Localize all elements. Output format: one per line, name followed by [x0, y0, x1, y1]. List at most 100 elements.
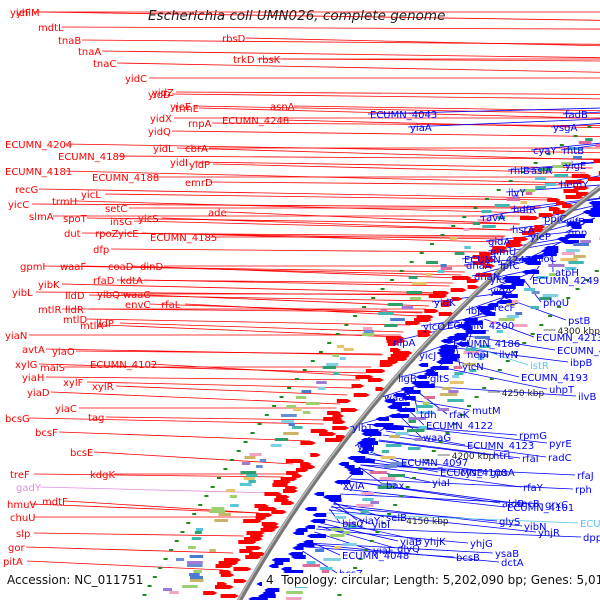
gene-label-left: yiaD [27, 388, 50, 399]
minus-strand-feature [233, 579, 248, 583]
minus-strand-feature [571, 174, 592, 178]
cog-band [389, 435, 401, 438]
connector-left [208, 181, 570, 186]
gene-label-right: yibI [372, 520, 390, 531]
cog-band [380, 309, 388, 312]
gene-label-left: kdgK [90, 470, 115, 481]
plus-strand-feature [268, 564, 279, 568]
connector-right [326, 512, 579, 524]
plus-strand-feature [440, 339, 453, 343]
gene-label-right: hsrA [512, 225, 535, 236]
connector-left [225, 211, 520, 225]
plus-strand-feature [356, 441, 379, 445]
cog-band [408, 276, 418, 279]
gene-label-right: ECUMN_4213 [536, 333, 600, 344]
connector-right [562, 111, 600, 115]
gene-label-left: yicC [8, 200, 29, 211]
cog-band [239, 483, 252, 486]
cog-band [437, 408, 450, 411]
connector-right [550, 123, 600, 128]
cog-band [424, 396, 435, 399]
gene-label-left: mdtL [38, 23, 64, 34]
minus-strand-feature [387, 342, 399, 346]
cog-band [195, 528, 204, 531]
plus-strand-feature [348, 471, 364, 475]
cog-band [381, 450, 390, 453]
cog-band [190, 576, 204, 579]
gene-label-right: glmU [490, 247, 516, 258]
connector-right [339, 493, 544, 505]
cog-band [568, 261, 584, 264]
cog-band [542, 294, 559, 297]
cog-band [315, 549, 325, 552]
gene-label-left: yibL [12, 288, 33, 299]
minus-strand-feature [563, 189, 580, 193]
cog-band [292, 408, 302, 411]
minus-strand-feature [522, 231, 537, 235]
summary-text: 4 Topology: circular; Length: 5,202,090 … [262, 573, 600, 587]
cog-band [409, 297, 422, 300]
plus-strand-feature [521, 270, 540, 274]
gene-label-left: treF [10, 470, 30, 481]
connector-right [358, 466, 385, 486]
minus-strand-feature [215, 564, 234, 568]
connector-right [379, 439, 521, 459]
connector-left [117, 155, 600, 160]
gene-label-left: yibK [38, 280, 60, 291]
gene-label-left: yiaC [55, 404, 77, 415]
gene-label-right: ECUMN_tRNA56 [580, 519, 600, 530]
gene-label-left: mtlR [38, 305, 61, 316]
connector-left [25, 546, 234, 554]
gene-label-right: ECUMN_4186 [453, 339, 520, 350]
connector-left [35, 291, 441, 296]
plus-strand-feature [382, 426, 404, 430]
cog-band [182, 585, 198, 588]
gene-label-right: ECUMN_4249 [532, 276, 599, 287]
connector-right [329, 508, 341, 524]
gene-label-left: yidL [153, 144, 174, 155]
gene-label-right: yiaY [359, 516, 381, 527]
kbp-tick-label: 4250 kbp [502, 389, 545, 399]
gene-label-right: tdh [420, 410, 437, 421]
gene-label-right: yicJ [419, 351, 436, 362]
cog-band [377, 486, 395, 489]
plus-strand-feature [580, 219, 594, 223]
cog-band [336, 345, 345, 348]
cog-band [560, 258, 578, 261]
connector-right [562, 161, 600, 166]
cog-band [401, 306, 414, 309]
plus-strand-feature [541, 252, 557, 256]
plus-strand-feature [401, 396, 416, 400]
cog-band [506, 198, 521, 201]
connector-left [38, 363, 367, 374]
plus-strand-feature [333, 480, 351, 484]
cog-band [390, 318, 405, 321]
gene-label-right: ravA [482, 213, 505, 224]
gene-label-left: yicS [138, 214, 159, 225]
connector-left [149, 363, 364, 377]
cog-band [464, 246, 471, 249]
plus-strand-feature [456, 342, 470, 346]
cog-band [230, 504, 239, 507]
cog-band [566, 249, 580, 252]
cog-band [472, 222, 481, 225]
cog-band [506, 315, 519, 318]
cog-band [305, 402, 320, 405]
cog-band [194, 531, 202, 534]
connector-left [131, 265, 459, 279]
gene-label-right: glyS [499, 517, 520, 528]
cog-band [329, 534, 345, 537]
cog-band [295, 396, 307, 399]
cog-band [418, 426, 427, 429]
gene-label-right: ECUMN_4043 [370, 110, 437, 121]
gene-label-left: yiaH [22, 373, 44, 384]
plus-strand-feature [423, 372, 439, 376]
minus-strand-feature [340, 408, 359, 412]
gene-label-left: bcsE [70, 448, 93, 459]
connector-left [119, 322, 404, 333]
gene-label-right: waaG [423, 433, 451, 444]
cog-band [193, 570, 202, 573]
gene-label-right: ECUMN_4247 [464, 255, 531, 266]
cog-band [281, 420, 294, 423]
